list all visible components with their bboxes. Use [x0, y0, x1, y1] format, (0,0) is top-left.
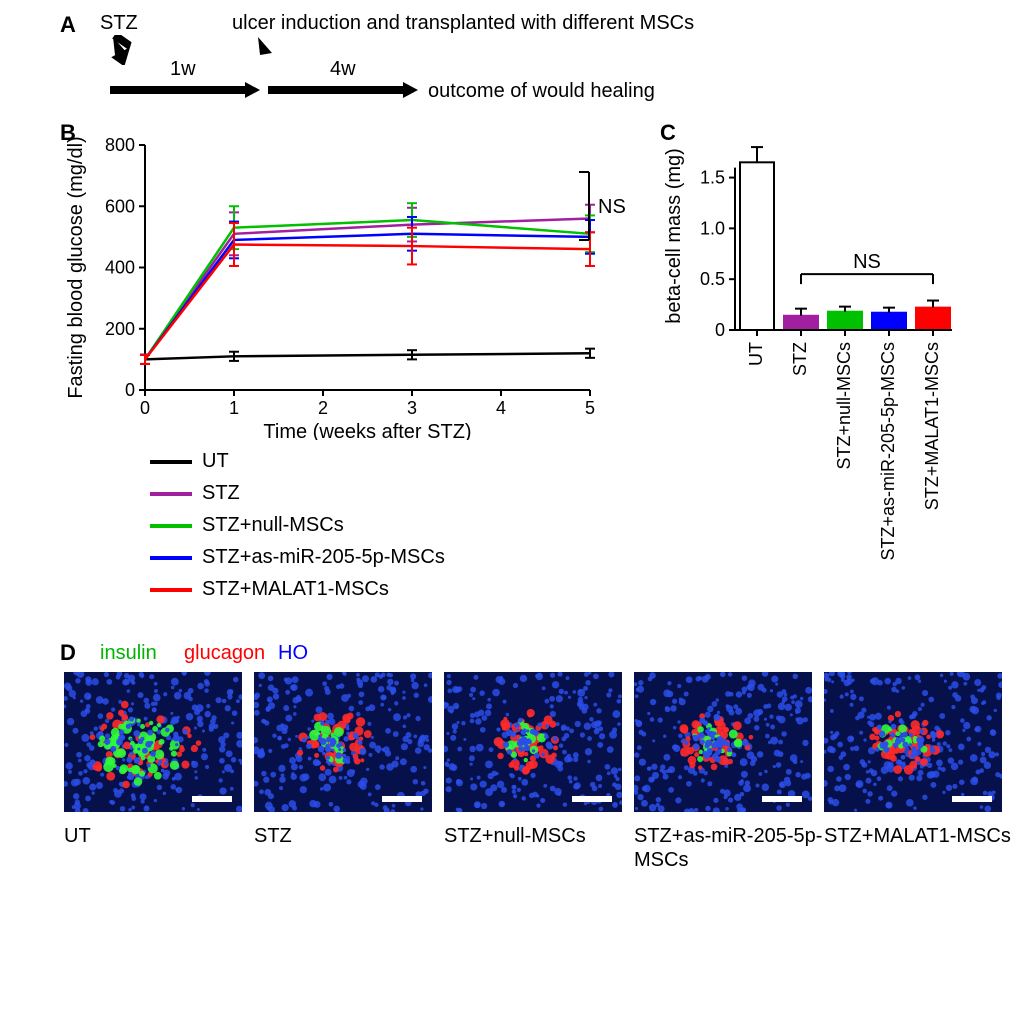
legend-row: STZ	[150, 482, 240, 505]
figure-root: A STZ ulcer induction and transplanted w…	[0, 0, 1020, 1025]
panel-d-micrograph-label: UT	[64, 824, 242, 848]
panel-a-arrow-ulcer-icon	[250, 35, 280, 65]
svg-text:STZ+null-MSCs: STZ+null-MSCs	[834, 342, 854, 470]
panel-d-stain: insulin	[100, 642, 157, 665]
svg-text:200: 200	[105, 319, 135, 339]
panel-d-label: D	[60, 640, 76, 666]
panel-d-stain: HO	[278, 642, 308, 665]
scale-bar	[382, 796, 422, 802]
panel-a-outcome-text: outcome of would healing	[428, 80, 655, 103]
panel-d-micrograph	[824, 672, 1002, 812]
svg-text:0.5: 0.5	[700, 269, 725, 289]
legend-row: STZ+MALAT1-MSCs	[150, 578, 389, 601]
panel-d-micrograph-label: STZ+null-MSCs	[444, 824, 644, 848]
svg-text:0: 0	[715, 320, 725, 340]
svg-text:3: 3	[407, 398, 417, 418]
panel-a-label: A	[60, 12, 76, 38]
legend-row: STZ+as-miR-205-5p-MSCs	[150, 546, 445, 569]
legend-label: STZ+as-miR-205-5p-MSCs	[202, 546, 445, 569]
svg-text:800: 800	[105, 135, 135, 155]
svg-text:1.5: 1.5	[700, 168, 725, 188]
panel-a-arrow-stz-icon	[105, 35, 135, 65]
panel-a-ulcer-text: ulcer induction and transplanted with di…	[232, 12, 694, 35]
svg-text:STZ+as-miR-205-5p-MSCs: STZ+as-miR-205-5p-MSCs	[878, 342, 898, 561]
legend-row: STZ+null-MSCs	[150, 514, 344, 537]
panel-a-stz-text: STZ	[100, 12, 138, 35]
panel-d-micrograph	[254, 672, 432, 812]
panel-d-micrograph-label: STZ+MALAT1-MSCs	[824, 824, 1020, 848]
panel-b-ns-label: NS	[598, 196, 626, 219]
svg-text:STZ+MALAT1-MSCs: STZ+MALAT1-MSCs	[922, 342, 942, 510]
svg-text:beta-cell mass (mg): beta-cell mass (mg)	[663, 148, 685, 324]
legend-swatch	[150, 460, 192, 464]
svg-text:Time (weeks after STZ): Time (weeks after STZ)	[263, 421, 471, 440]
svg-text:400: 400	[105, 258, 135, 278]
panel-d-micrograph-label: STZ+as-miR-205-5p-MSCs	[634, 824, 834, 872]
legend-label: STZ+null-MSCs	[202, 514, 344, 537]
legend-label: UT	[202, 450, 229, 473]
legend-row: UT	[150, 450, 229, 473]
panel-d-stain: glucagon	[184, 642, 265, 665]
svg-text:4: 4	[496, 398, 506, 418]
legend-label: STZ	[202, 482, 240, 505]
legend-swatch	[150, 492, 192, 496]
panel-a-4w-text: 4w	[330, 58, 356, 81]
svg-text:1: 1	[229, 398, 239, 418]
scale-bar	[192, 796, 232, 802]
legend-label: STZ+MALAT1-MSCs	[202, 578, 389, 601]
panel-b-chart: 0 200 400 600 800 0 1 2 3 4 5 Fasting blood glucose…	[60, 130, 640, 440]
svg-text:Fasting blood glucose (mg/dl): Fasting blood glucose (mg/dl)	[65, 136, 87, 398]
scale-bar	[572, 796, 612, 802]
panel-c-chart: 0 0.5 1.0 1.5 beta-cell mass (mg) UT STZ STZ+nu…	[660, 130, 1010, 590]
svg-text:UT: UT	[746, 342, 766, 366]
legend-swatch	[150, 556, 192, 560]
svg-text:NS: NS	[853, 251, 881, 273]
panel-d-micrograph	[444, 672, 622, 812]
scale-bar	[762, 796, 802, 802]
legend-swatch	[150, 588, 192, 592]
scale-bar	[952, 796, 992, 802]
panel-d-micrograph	[64, 672, 242, 812]
panel-d-micrograph-label: STZ	[254, 824, 432, 848]
svg-text:STZ: STZ	[790, 342, 810, 376]
panel-a-arrow-4w-icon	[268, 82, 418, 98]
svg-text:0: 0	[140, 398, 150, 418]
panel-a-arrow-1w-icon	[110, 82, 260, 98]
svg-text:0: 0	[125, 380, 135, 400]
panel-d-micrograph	[634, 672, 812, 812]
svg-text:600: 600	[105, 196, 135, 216]
svg-text:1.0: 1.0	[700, 218, 725, 238]
legend-swatch	[150, 524, 192, 528]
svg-text:5: 5	[585, 398, 595, 418]
panel-a-1w-text: 1w	[170, 58, 196, 81]
svg-text:2: 2	[318, 398, 328, 418]
